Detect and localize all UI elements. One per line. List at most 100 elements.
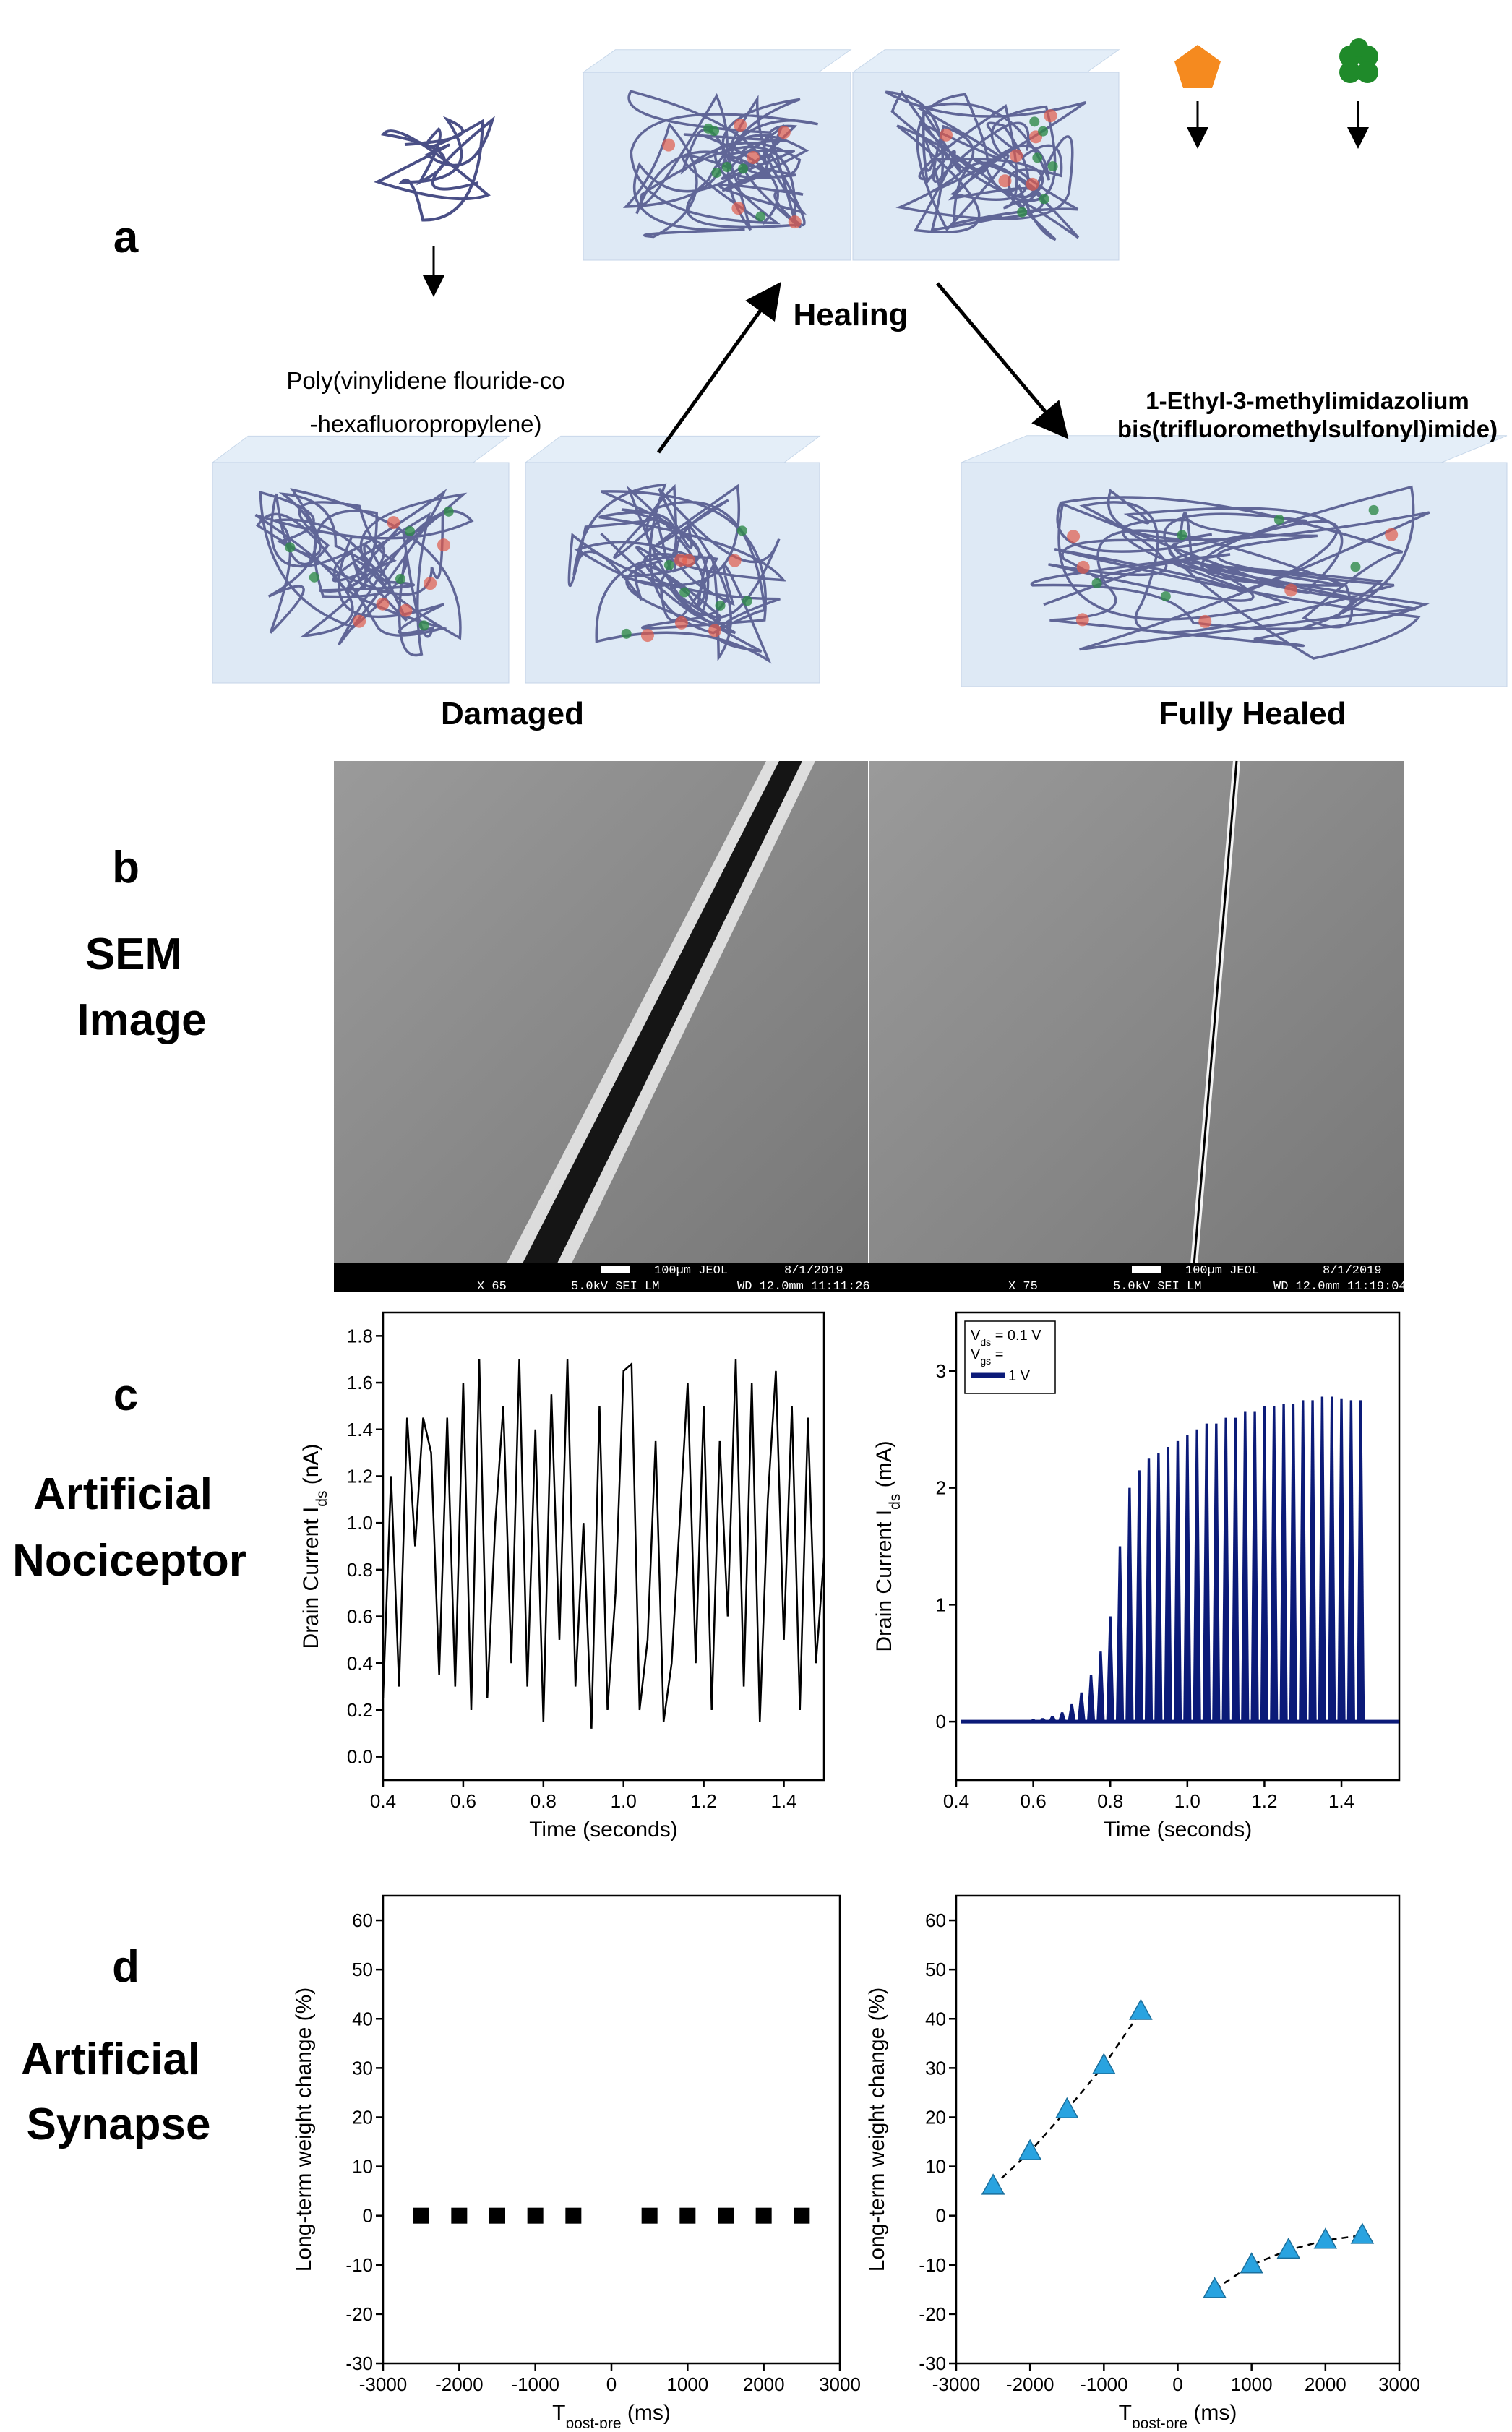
y-tick-label: -20 — [345, 2303, 373, 2325]
data-line — [382, 1359, 825, 1729]
marker — [1203, 2277, 1227, 2298]
ion — [788, 215, 802, 229]
x-axis-title-part: (ms) — [1187, 2401, 1237, 2425]
marker — [413, 2207, 429, 2224]
ion — [437, 538, 450, 552]
panel-label: a — [113, 212, 139, 262]
ion — [424, 577, 437, 590]
marker — [1240, 2252, 1263, 2274]
pulse — [1289, 1404, 1298, 1722]
marker — [718, 2207, 734, 2224]
sem-info: 100µm JEOL — [1185, 1264, 1259, 1278]
row-title: Artificial — [33, 1469, 212, 1519]
y-axis-title-part: Drain Current I — [299, 1507, 323, 1649]
y-tick-label: 20 — [352, 2106, 373, 2128]
pulse — [1029, 1719, 1038, 1722]
legend-box — [964, 1320, 1056, 1394]
pulse — [1106, 1616, 1114, 1722]
pulse — [1250, 1411, 1259, 1722]
y-tick-label: -20 — [919, 2303, 946, 2325]
ion — [1017, 207, 1028, 218]
pulse — [1328, 1396, 1336, 1722]
ion — [1177, 530, 1187, 541]
pulse — [1154, 1453, 1163, 1722]
arrow — [936, 282, 1069, 439]
ion — [711, 167, 722, 178]
y-tick-label: 60 — [352, 1909, 373, 1931]
chart: 0.4 0.6 0.8 1.0 1.2 1.4 0 1 2 3 Time (seconds) Drai… — [872, 1311, 1401, 1842]
x-tick-label: -2000 — [435, 2373, 484, 2395]
caption: Healing — [794, 297, 909, 332]
pulse — [1057, 1712, 1067, 1722]
ion — [1350, 562, 1361, 572]
ion — [418, 620, 429, 631]
x-tick-label: 1.2 — [1251, 1790, 1277, 1812]
pulse — [1096, 1651, 1105, 1722]
y-tick-label: 0.2 — [347, 1699, 373, 1721]
chart: -3000 -2000 -1000 0 1000 2000 3000 -30 -20 -10 0 10… — [292, 1894, 861, 2432]
x-tick-label: -2000 — [1006, 2373, 1054, 2395]
y-tick-label: 60 — [925, 1909, 946, 1931]
caption: Fully Healed — [1159, 696, 1346, 731]
x-tick-label: 0.6 — [450, 1790, 476, 1812]
sem-info: 8/1/2019 — [1323, 1264, 1382, 1278]
x-axis-title-part: post-pre — [565, 2415, 621, 2429]
legend-text-part: = — [991, 1346, 1003, 1362]
x-tick-label: 3000 — [819, 2373, 861, 2395]
legend-text-part: V — [971, 1328, 981, 1344]
marker — [755, 2207, 772, 2224]
x-axis-title-part: (ms) — [622, 2401, 671, 2425]
y-axis-title: Long-term weight change (%) — [292, 1988, 316, 2272]
ion — [746, 150, 760, 164]
y-tick-label: 10 — [925, 2156, 946, 2178]
y-tick-label: 2 — [936, 1477, 946, 1499]
x-tick-label: 1.0 — [1174, 1790, 1200, 1812]
gel-box-top — [582, 49, 852, 73]
legend-text: Vgs = — [971, 1346, 1003, 1367]
ion — [1075, 613, 1089, 627]
x-tick-label: 0.8 — [531, 1790, 557, 1812]
ion — [742, 596, 752, 606]
marker — [1054, 2097, 1079, 2119]
legend-text-part: gs — [980, 1355, 991, 1367]
x-tick-label: 0 — [1172, 2373, 1182, 2395]
caption: Damaged — [441, 696, 584, 731]
plot-frame — [955, 1894, 1401, 2365]
ion — [443, 506, 454, 517]
x-axis-title: Tpost-pre (ms) — [1119, 2401, 1237, 2428]
ionic-liquid-name: 1-Ethyl-3-methylimidazolium — [1146, 387, 1469, 414]
legend-text-part: = 0.1 V — [991, 1328, 1041, 1344]
y-tick-label: 30 — [925, 2057, 946, 2079]
ion — [662, 138, 676, 152]
x-axis-title-part: T — [552, 2401, 565, 2425]
y-tick-label: 30 — [352, 2057, 373, 2079]
ion — [405, 525, 416, 536]
y-tick-label: 1.4 — [347, 1419, 373, 1440]
ion — [1047, 161, 1058, 172]
x-tick-label: 1000 — [1231, 2373, 1273, 2395]
ion — [703, 123, 714, 134]
ion — [731, 202, 745, 215]
pulse — [1337, 1398, 1346, 1722]
pulse — [1212, 1423, 1221, 1722]
polymer-chain — [254, 488, 474, 657]
pulse — [1231, 1417, 1240, 1722]
y-tick-label: 0 — [936, 1711, 946, 1732]
plot-frame — [382, 1894, 841, 2365]
x-tick-label: -3000 — [932, 2373, 981, 2395]
polymer-name: Poly(vinylidene flouride-co — [286, 367, 564, 394]
ion — [708, 624, 721, 637]
ion — [1198, 614, 1212, 628]
marker — [1276, 2237, 1301, 2259]
charts: 0.4 0.6 0.8 1.0 1.2 1.4 0.0 0.2 0.4 0.6 0.8 1.0 1.2 1… — [292, 1311, 1420, 2432]
pulse — [1077, 1692, 1086, 1722]
sem-info: 5.0kV SEI LM — [1113, 1280, 1201, 1294]
pulse — [1221, 1417, 1230, 1722]
ion — [376, 597, 390, 611]
ion — [1029, 116, 1040, 127]
x-tick-label: -3000 — [359, 2373, 408, 2395]
pulse — [1357, 1400, 1365, 1722]
ion — [1273, 514, 1284, 525]
row-title: Image — [77, 995, 206, 1045]
ion — [285, 542, 296, 553]
